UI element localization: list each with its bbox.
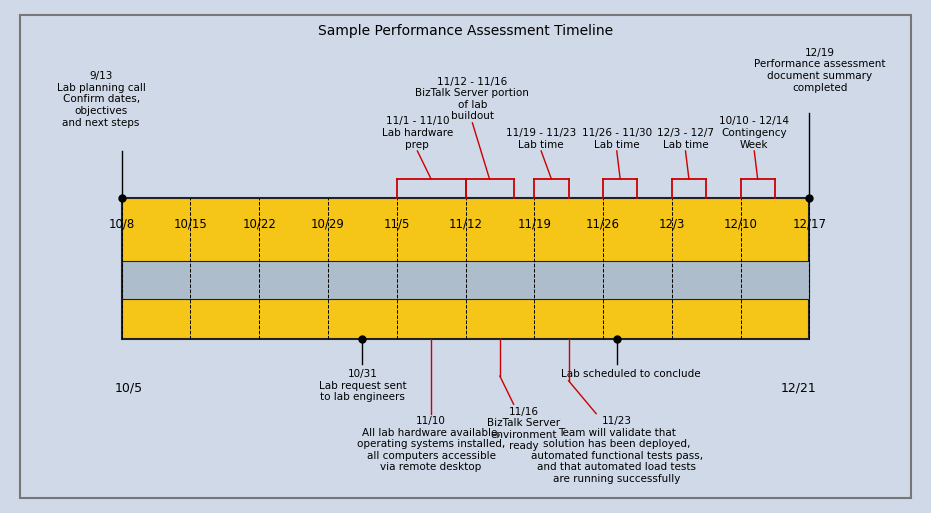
Text: 11/19: 11/19 xyxy=(518,217,551,230)
Text: 12/3: 12/3 xyxy=(658,217,685,230)
Text: 10/10 - 12/14
Contingency
Week: 10/10 - 12/14 Contingency Week xyxy=(720,116,789,150)
Text: 12/19
Performance assessment
document summary
completed: 12/19 Performance assessment document su… xyxy=(754,48,885,92)
Text: 11/26 - 11/30
Lab time: 11/26 - 11/30 Lab time xyxy=(582,128,652,150)
Text: 11/16
BizTalk Server
environment
ready: 11/16 BizTalk Server environment ready xyxy=(487,407,560,451)
Text: 11/12: 11/12 xyxy=(449,217,482,230)
Text: 11/5: 11/5 xyxy=(384,217,410,230)
Bar xyxy=(122,261,809,299)
Bar xyxy=(122,198,809,339)
Text: 12/10: 12/10 xyxy=(723,217,758,230)
Text: 11/23
Team will validate that
solution has been deployed,
automated functional t: 11/23 Team will validate that solution h… xyxy=(531,416,703,484)
Text: Lab scheduled to conclude: Lab scheduled to conclude xyxy=(560,369,700,379)
Text: 11/26: 11/26 xyxy=(586,217,620,230)
Text: 12/17: 12/17 xyxy=(792,217,826,230)
Text: 11/10
All lab hardware available,
operating systems installed,
all computers acc: 11/10 All lab hardware available, operat… xyxy=(357,416,506,472)
Text: 9/13
Lab planning call
Confirm dates,
objectives
and next steps: 9/13 Lab planning call Confirm dates, ob… xyxy=(57,71,145,128)
Text: 12/21: 12/21 xyxy=(780,381,816,394)
Text: 10/8: 10/8 xyxy=(109,217,135,230)
Text: 10/5: 10/5 xyxy=(115,381,143,394)
Text: 11/1 - 11/10
Lab hardware
prep: 11/1 - 11/10 Lab hardware prep xyxy=(382,116,453,150)
Text: 10/29: 10/29 xyxy=(311,217,345,230)
Text: 11/12 - 11/16
BizTalk Server portion
of lab
buildout: 11/12 - 11/16 BizTalk Server portion of … xyxy=(415,76,530,122)
Text: 11/19 - 11/23
Lab time: 11/19 - 11/23 Lab time xyxy=(506,128,576,150)
Text: 10/15: 10/15 xyxy=(173,217,208,230)
Text: 10/22: 10/22 xyxy=(242,217,277,230)
Text: 10/31
Lab request sent
to lab engineers: 10/31 Lab request sent to lab engineers xyxy=(318,369,406,402)
Text: 12/3 - 12/7
Lab time: 12/3 - 12/7 Lab time xyxy=(657,128,714,150)
Text: Sample Performance Assessment Timeline: Sample Performance Assessment Timeline xyxy=(318,24,613,38)
